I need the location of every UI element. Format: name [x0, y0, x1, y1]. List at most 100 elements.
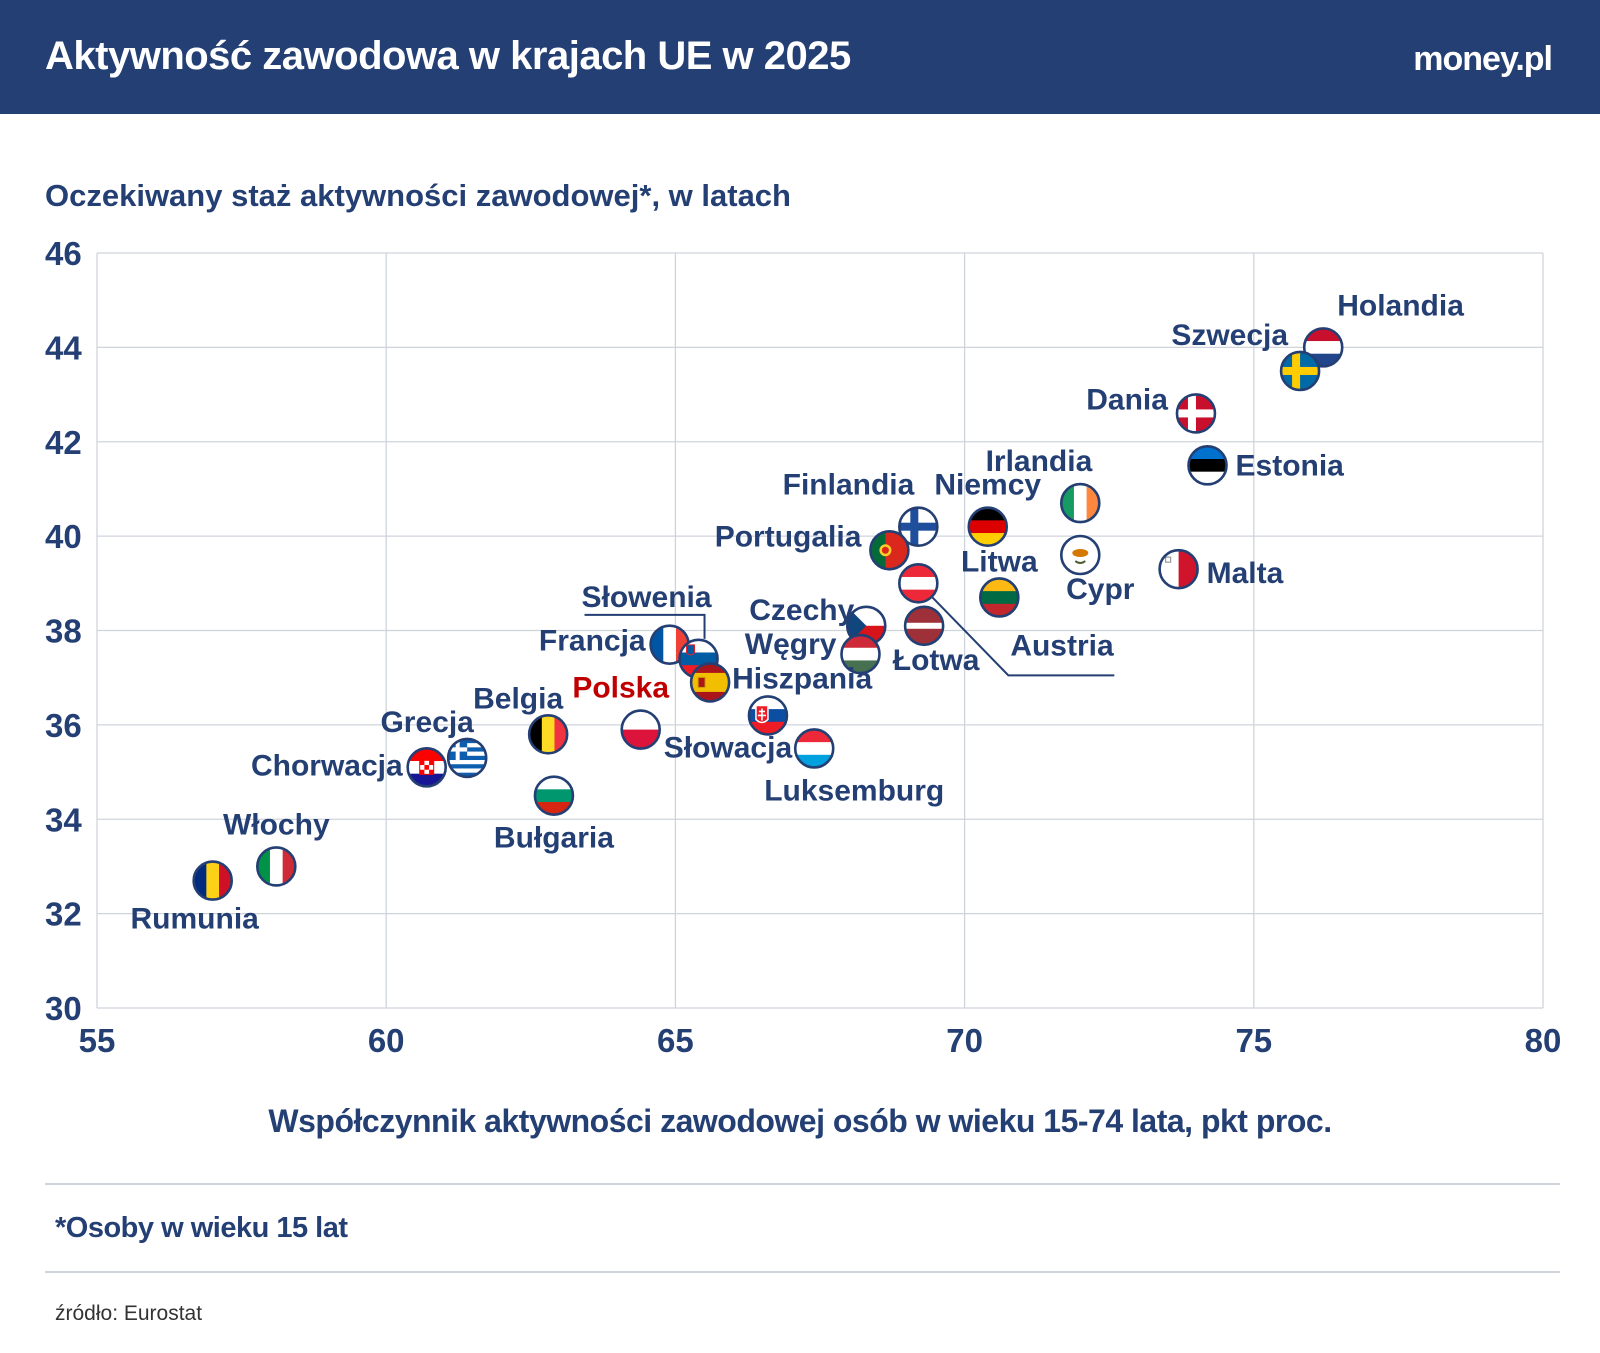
y-tick-label: 32 [45, 896, 82, 933]
point-label: Irlandia [986, 445, 1093, 478]
data-point [869, 529, 910, 571]
x-tick-label: 55 [79, 1022, 116, 1059]
data-point [747, 695, 789, 736]
flag-poland-icon [621, 710, 660, 749]
source-note: źródło: Eurostat [55, 1302, 203, 1325]
data-point [1175, 393, 1217, 434]
axis-ticks: 55 60 65 70 75 80 30 32 34 36 38 40 42 44 46 [45, 235, 1561, 1059]
x-tick-label: 70 [946, 1022, 983, 1059]
point-outline [898, 506, 939, 547]
point-label: Malta [1207, 557, 1284, 590]
y-tick-label: 30 [45, 990, 82, 1027]
point-outline [192, 860, 233, 901]
data-point [446, 737, 488, 779]
footnote: *Osoby w wieku 15 lat [55, 1212, 348, 1244]
y-tick-label: 36 [45, 707, 82, 744]
point-outline [840, 633, 881, 675]
point-outline [533, 775, 575, 816]
data-point [527, 714, 569, 755]
point-label: Dania [1086, 383, 1168, 416]
point-outline [903, 605, 945, 647]
data-points [192, 327, 1344, 901]
data-point [1187, 445, 1228, 486]
point-label: Szwecja [1171, 319, 1288, 352]
data-point [192, 860, 233, 901]
point-outline [1279, 350, 1321, 392]
flag-spain-icon [691, 663, 730, 702]
data-point [256, 846, 297, 887]
data-point [1158, 548, 1199, 590]
point-label: Łotwa [893, 644, 980, 677]
point-label: Luksemburg [764, 774, 944, 807]
point-label: Włochy [223, 808, 330, 841]
point-label: Cypr [1066, 573, 1135, 606]
point-outline [1175, 393, 1217, 434]
point-outline [527, 714, 569, 755]
data-point [1059, 482, 1101, 524]
point-label: Litwa [961, 545, 1038, 578]
point-label: Słowacja [664, 731, 793, 764]
x-axis-title: Współczynnik aktywności zawodowej osób w… [268, 1103, 1332, 1139]
point-outline [1187, 445, 1228, 486]
data-point [793, 728, 835, 769]
x-tick-label: 65 [657, 1022, 694, 1059]
data-point [1279, 350, 1321, 392]
flag-malta-icon [1159, 550, 1198, 589]
page-title: Aktywność zawodowa w krajach UE w 2025 [45, 34, 851, 78]
point-label: Bułgaria [494, 822, 614, 855]
data-point [840, 633, 881, 675]
y-tick-label: 38 [45, 613, 82, 650]
point-outline [446, 737, 488, 779]
point-label: Słowenia [582, 581, 712, 614]
x-tick-label: 75 [1235, 1022, 1272, 1059]
point-outline [967, 506, 1009, 547]
point-outline [979, 577, 1020, 618]
point-label: Belgia [473, 682, 563, 715]
y-tick-label: 46 [45, 235, 82, 272]
y-tick-label: 44 [45, 329, 82, 366]
point-label: Estonia [1236, 449, 1345, 482]
point-outline [793, 728, 835, 769]
brand-logo: money.pl [1413, 40, 1553, 78]
data-point [967, 506, 1009, 547]
point-outline [1302, 327, 1344, 368]
y-tick-label: 34 [45, 801, 82, 838]
y-tick-label: 42 [45, 424, 82, 461]
point-outline [406, 747, 447, 788]
point-label: Rumunia [131, 903, 260, 936]
data-point [533, 775, 575, 816]
point-outline [747, 695, 789, 736]
point-outline [898, 563, 939, 604]
leader-lines [584, 596, 1115, 677]
point-outline [620, 709, 661, 750]
point-label: Finlandia [783, 469, 915, 502]
point-label: Portugalia [715, 520, 862, 553]
leader-line [584, 613, 706, 639]
point-label: Austria [1010, 629, 1114, 662]
x-tick-label: 80 [1525, 1022, 1562, 1059]
point-label: Hiszpania [732, 662, 872, 695]
point-label: Francja [539, 625, 646, 658]
data-point [406, 747, 447, 788]
data-point [689, 662, 731, 703]
point-label: Niemcy [934, 469, 1041, 502]
header-bar: Aktywność zawodowa w krajach UE w 2025 m… [0, 0, 1600, 114]
point-outline [869, 529, 910, 571]
point-outline [1158, 548, 1199, 590]
point-outline [1059, 482, 1101, 524]
point-label: Czechy [749, 594, 854, 627]
y-tick-label: 40 [45, 518, 82, 555]
divider [45, 1183, 1560, 1185]
y-axis-title: Oczekiwany staż aktywności zawodowej*, w… [45, 178, 791, 213]
flag-greece-icon [448, 738, 487, 777]
point-outline [1059, 534, 1101, 576]
point-label: Polska [572, 672, 669, 705]
point-label: Holandia [1337, 289, 1464, 322]
data-point [1059, 534, 1101, 576]
data-point [898, 563, 939, 604]
divider [45, 1271, 1560, 1273]
data-point [979, 577, 1020, 618]
point-label: Chorwacja [251, 749, 403, 782]
grid [96, 252, 1544, 1009]
